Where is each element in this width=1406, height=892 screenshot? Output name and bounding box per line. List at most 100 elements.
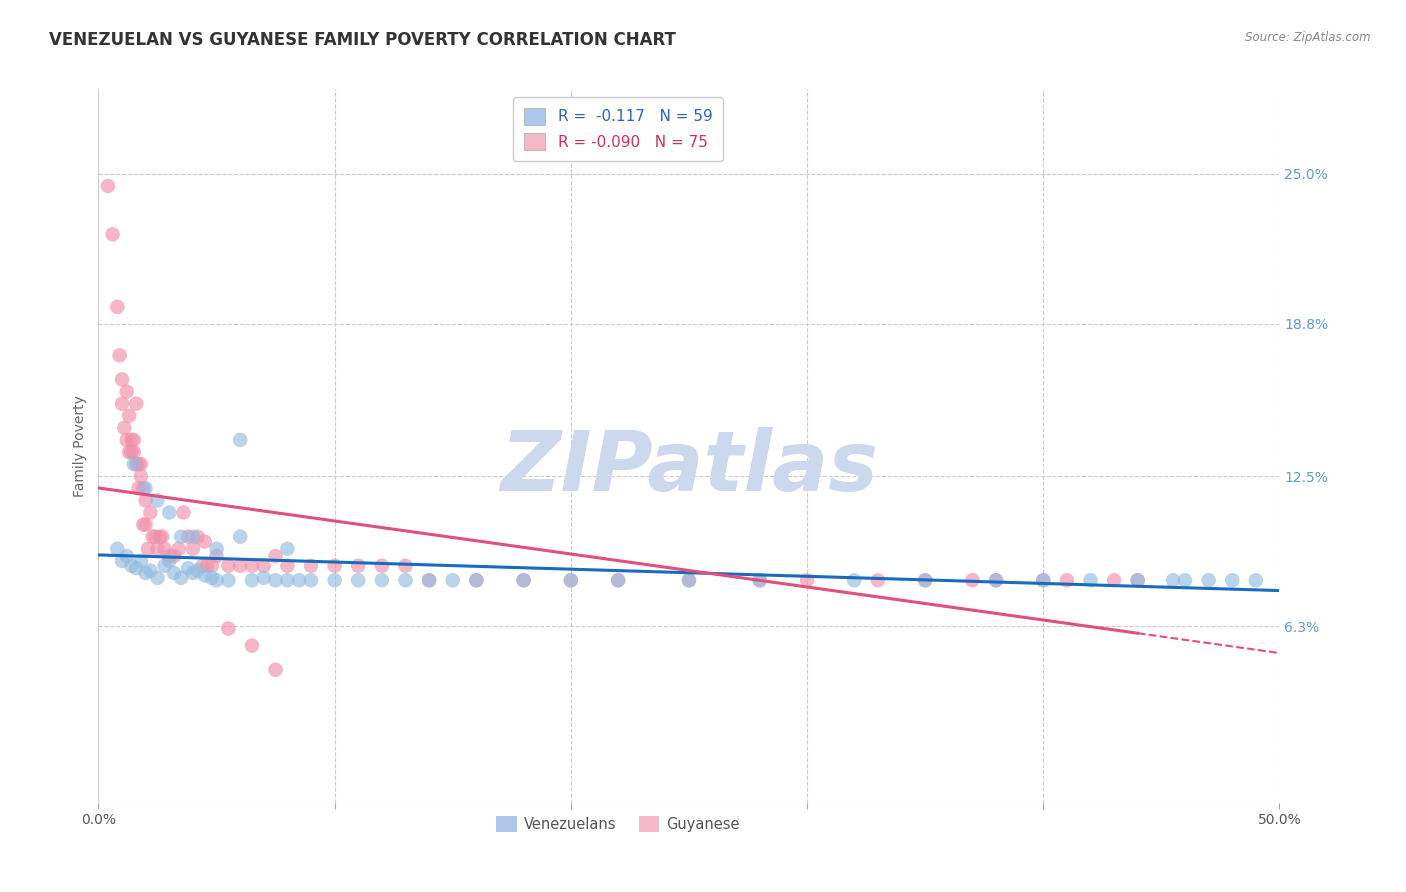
Point xyxy=(678,574,700,588)
Point xyxy=(194,534,217,549)
Legend: Venezuelans, Guyanese: Venezuelans, Guyanese xyxy=(491,810,745,838)
Point xyxy=(128,457,150,471)
Point xyxy=(748,574,770,588)
Point xyxy=(1056,574,1078,588)
Point xyxy=(607,574,630,588)
Point xyxy=(347,558,370,573)
Point xyxy=(115,433,138,447)
Point xyxy=(240,574,263,588)
Point xyxy=(118,409,141,423)
Point xyxy=(962,574,984,588)
Point xyxy=(394,574,416,588)
Point xyxy=(136,541,159,556)
Text: ZIPatlas: ZIPatlas xyxy=(501,427,877,508)
Point xyxy=(112,421,135,435)
Point xyxy=(125,397,148,411)
Point xyxy=(121,433,143,447)
Point xyxy=(135,566,157,580)
Point xyxy=(157,554,180,568)
Point xyxy=(157,549,180,563)
Point xyxy=(418,574,440,588)
Point xyxy=(125,561,148,575)
Point xyxy=(1080,574,1102,588)
Point xyxy=(177,561,200,575)
Point xyxy=(172,506,194,520)
Point xyxy=(146,493,169,508)
Point xyxy=(1032,574,1054,588)
Point xyxy=(229,433,252,447)
Point xyxy=(560,574,582,588)
Point xyxy=(418,574,440,588)
Point xyxy=(150,530,173,544)
Point xyxy=(122,457,145,471)
Point xyxy=(1198,574,1220,588)
Point xyxy=(205,541,228,556)
Point xyxy=(143,530,166,544)
Point xyxy=(201,571,224,585)
Point xyxy=(125,457,148,471)
Point xyxy=(276,541,298,556)
Point xyxy=(240,639,263,653)
Point xyxy=(111,372,134,386)
Point xyxy=(607,574,630,588)
Point xyxy=(465,574,488,588)
Point xyxy=(371,558,394,573)
Point xyxy=(129,554,152,568)
Point xyxy=(135,493,157,508)
Point xyxy=(217,558,239,573)
Point xyxy=(118,445,141,459)
Point xyxy=(132,517,155,532)
Point xyxy=(139,506,162,520)
Point xyxy=(187,530,209,544)
Point xyxy=(121,445,143,459)
Y-axis label: Family Poverty: Family Poverty xyxy=(73,395,87,497)
Point xyxy=(866,574,889,588)
Point xyxy=(129,469,152,483)
Point xyxy=(1102,574,1125,588)
Point xyxy=(146,541,169,556)
Point xyxy=(1126,574,1149,588)
Point xyxy=(187,564,209,578)
Point xyxy=(101,227,124,242)
Point xyxy=(394,558,416,573)
Point xyxy=(201,558,224,573)
Point xyxy=(163,566,186,580)
Point xyxy=(678,574,700,588)
Point xyxy=(153,541,176,556)
Point xyxy=(181,530,204,544)
Point xyxy=(115,384,138,399)
Point xyxy=(142,530,165,544)
Point xyxy=(560,574,582,588)
Point xyxy=(129,457,152,471)
Point xyxy=(105,541,128,556)
Point xyxy=(170,571,193,585)
Point xyxy=(347,574,370,588)
Point xyxy=(135,517,157,532)
Point xyxy=(170,530,193,544)
Point xyxy=(844,574,866,588)
Point xyxy=(299,574,322,588)
Point xyxy=(441,574,464,588)
Point xyxy=(253,558,276,573)
Point xyxy=(276,558,298,573)
Point xyxy=(167,541,190,556)
Point xyxy=(135,481,157,495)
Point xyxy=(371,574,394,588)
Point xyxy=(984,574,1007,588)
Point xyxy=(264,574,287,588)
Point xyxy=(195,558,218,573)
Point xyxy=(149,530,172,544)
Point xyxy=(264,663,287,677)
Point xyxy=(512,574,534,588)
Point xyxy=(97,178,120,193)
Point xyxy=(128,481,150,495)
Point xyxy=(1161,574,1184,588)
Point xyxy=(217,574,239,588)
Point xyxy=(914,574,936,588)
Point xyxy=(240,558,263,573)
Point xyxy=(796,574,818,588)
Point xyxy=(157,506,180,520)
Point xyxy=(253,571,276,585)
Point xyxy=(111,397,134,411)
Point xyxy=(1126,574,1149,588)
